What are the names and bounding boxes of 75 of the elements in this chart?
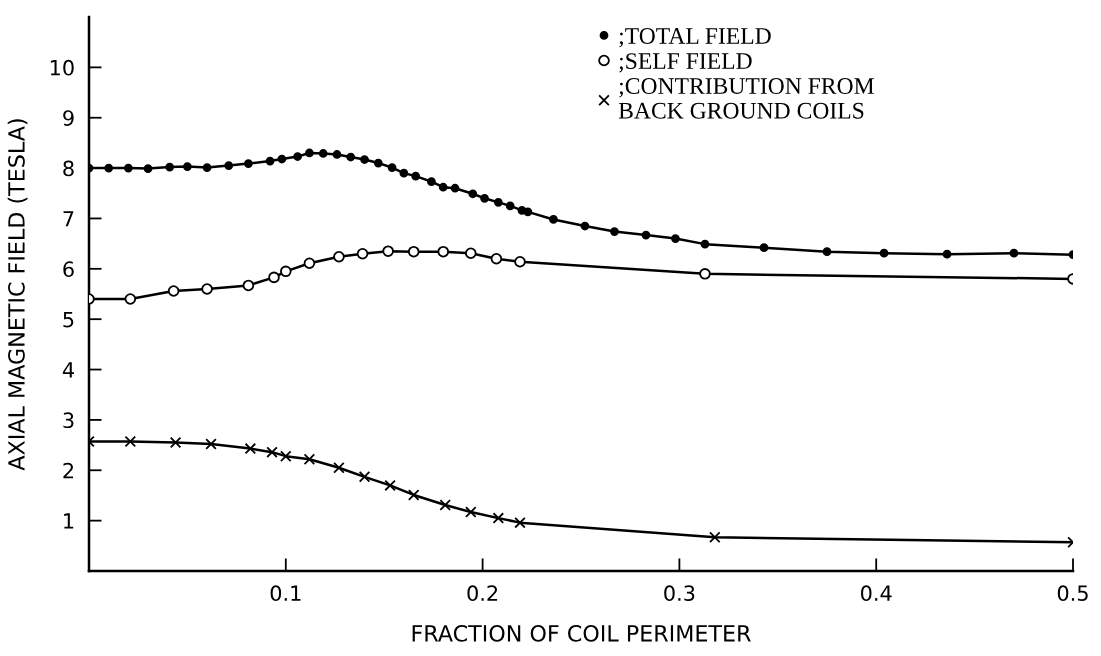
point <box>104 163 114 173</box>
point <box>387 163 397 172</box>
y-tick-label: 3 <box>63 412 74 429</box>
point <box>879 248 889 258</box>
point <box>450 183 460 193</box>
point <box>265 156 275 166</box>
point <box>822 247 832 257</box>
point <box>373 158 383 168</box>
point <box>293 152 302 161</box>
point <box>266 446 278 458</box>
legend-label: ;SELF FIELD <box>619 53 752 73</box>
point <box>358 471 371 483</box>
point <box>318 149 328 158</box>
point <box>505 201 515 211</box>
legend-label: ;TOTAL FIELD <box>619 28 771 48</box>
point <box>305 148 314 158</box>
x-axis-title: FRACTION OF COIL PERIMETER <box>412 624 751 642</box>
point <box>439 499 451 511</box>
point <box>709 531 721 544</box>
point <box>493 197 503 207</box>
x-tick-label: 0.3 <box>664 585 695 602</box>
point <box>384 479 396 492</box>
point <box>280 450 292 462</box>
point <box>610 227 619 236</box>
x-tick-label: 0.4 <box>861 585 892 602</box>
point <box>465 506 477 518</box>
point <box>514 516 526 529</box>
point <box>580 221 590 231</box>
y-tick-label: 5 <box>63 311 74 328</box>
point <box>942 249 952 259</box>
point <box>641 230 651 240</box>
point <box>427 177 436 187</box>
point <box>523 207 533 217</box>
point <box>183 162 192 171</box>
y-tick-label: 8 <box>63 160 74 177</box>
point <box>244 159 253 168</box>
y-tick-label: 2 <box>63 462 74 479</box>
point <box>333 461 345 474</box>
point <box>492 512 505 524</box>
point <box>165 162 175 172</box>
point <box>468 189 478 199</box>
point <box>438 182 448 192</box>
point <box>224 161 234 170</box>
point <box>480 193 489 203</box>
point <box>169 436 182 449</box>
point <box>407 489 420 501</box>
point <box>671 234 680 243</box>
point <box>399 168 409 178</box>
point <box>244 442 257 455</box>
point <box>759 243 769 253</box>
y-tick-label: 1 <box>64 513 74 529</box>
point <box>411 171 421 181</box>
point <box>360 155 369 164</box>
y-tick-label: 6 <box>63 261 74 278</box>
point <box>143 164 153 173</box>
legend-label: ;CONTRIBUTION FROM BACK GROUND COILS <box>618 78 874 119</box>
point <box>202 163 212 172</box>
point <box>277 154 287 164</box>
point <box>303 453 316 465</box>
point <box>332 150 342 159</box>
point <box>205 438 217 450</box>
point <box>123 163 133 173</box>
point <box>700 239 710 249</box>
y-tick-label: 10 <box>50 59 74 76</box>
x-tick-label: 0.5 <box>1057 585 1088 602</box>
point <box>549 215 558 224</box>
point <box>346 152 356 162</box>
x-tick-label: 0.1 <box>270 585 301 602</box>
y-axis-title: AXIAL MAGNETIC FIELD (TESLA) <box>7 119 28 471</box>
y-tick-label: 7 <box>63 211 74 227</box>
point <box>124 435 137 448</box>
point <box>1009 248 1019 258</box>
y-tick-label: 4 <box>62 362 74 378</box>
y-tick-label: 9 <box>63 110 74 126</box>
x-tick-label: 0.2 <box>467 585 498 602</box>
